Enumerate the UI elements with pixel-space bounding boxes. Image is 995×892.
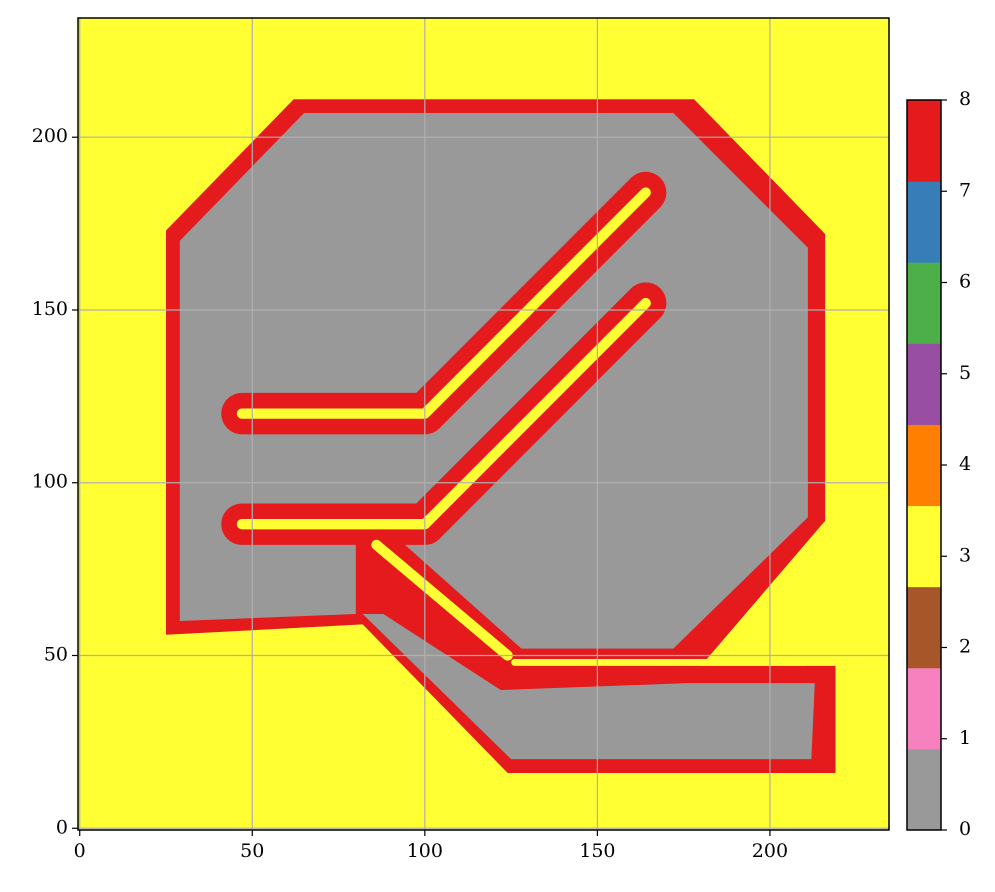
colorbar-bin: [907, 667, 941, 750]
colorbar-tick-label: 1: [959, 727, 971, 749]
colorbar-tick-label: 8: [959, 88, 971, 110]
colorbar-frame: [906, 99, 942, 831]
y-tick-label: 0: [56, 816, 68, 838]
colorbar-bin: [907, 748, 941, 831]
region-stroke: [371, 539, 513, 661]
colorbar-bin: [907, 181, 941, 263]
y-tick-label: 200: [32, 125, 68, 147]
x-tick-label: 150: [579, 840, 615, 862]
x-tick-label: 0: [74, 840, 86, 862]
colorbar-bin: [907, 505, 941, 588]
y-tick-label: 100: [32, 471, 68, 493]
colorbar-tick-label: 5: [959, 362, 971, 384]
colorbar-bin: [907, 586, 941, 669]
colorbar-tick-label: 6: [959, 271, 971, 293]
x-tick-label: 100: [407, 840, 443, 862]
x-tick-label: 200: [752, 840, 788, 862]
x-tick-label: 50: [240, 840, 264, 862]
colorbar-tick-label: 3: [959, 544, 971, 566]
colorbar-tick-label: 7: [959, 179, 971, 201]
colorbar-bin: [907, 343, 941, 425]
y-tick-label: 50: [44, 644, 68, 666]
colorbar-tick-label: 4: [959, 453, 971, 475]
region: [362, 614, 815, 760]
colorbar-tick-label: 2: [959, 636, 971, 658]
colorbar-tick-label: 0: [959, 818, 971, 840]
y-tick-label: 150: [32, 298, 68, 320]
colorbar-bin: [907, 100, 941, 182]
region: [179, 113, 808, 649]
colorbar-bin: [907, 424, 941, 507]
plot-frame: [77, 17, 890, 831]
colorbar-bin: [907, 262, 941, 344]
